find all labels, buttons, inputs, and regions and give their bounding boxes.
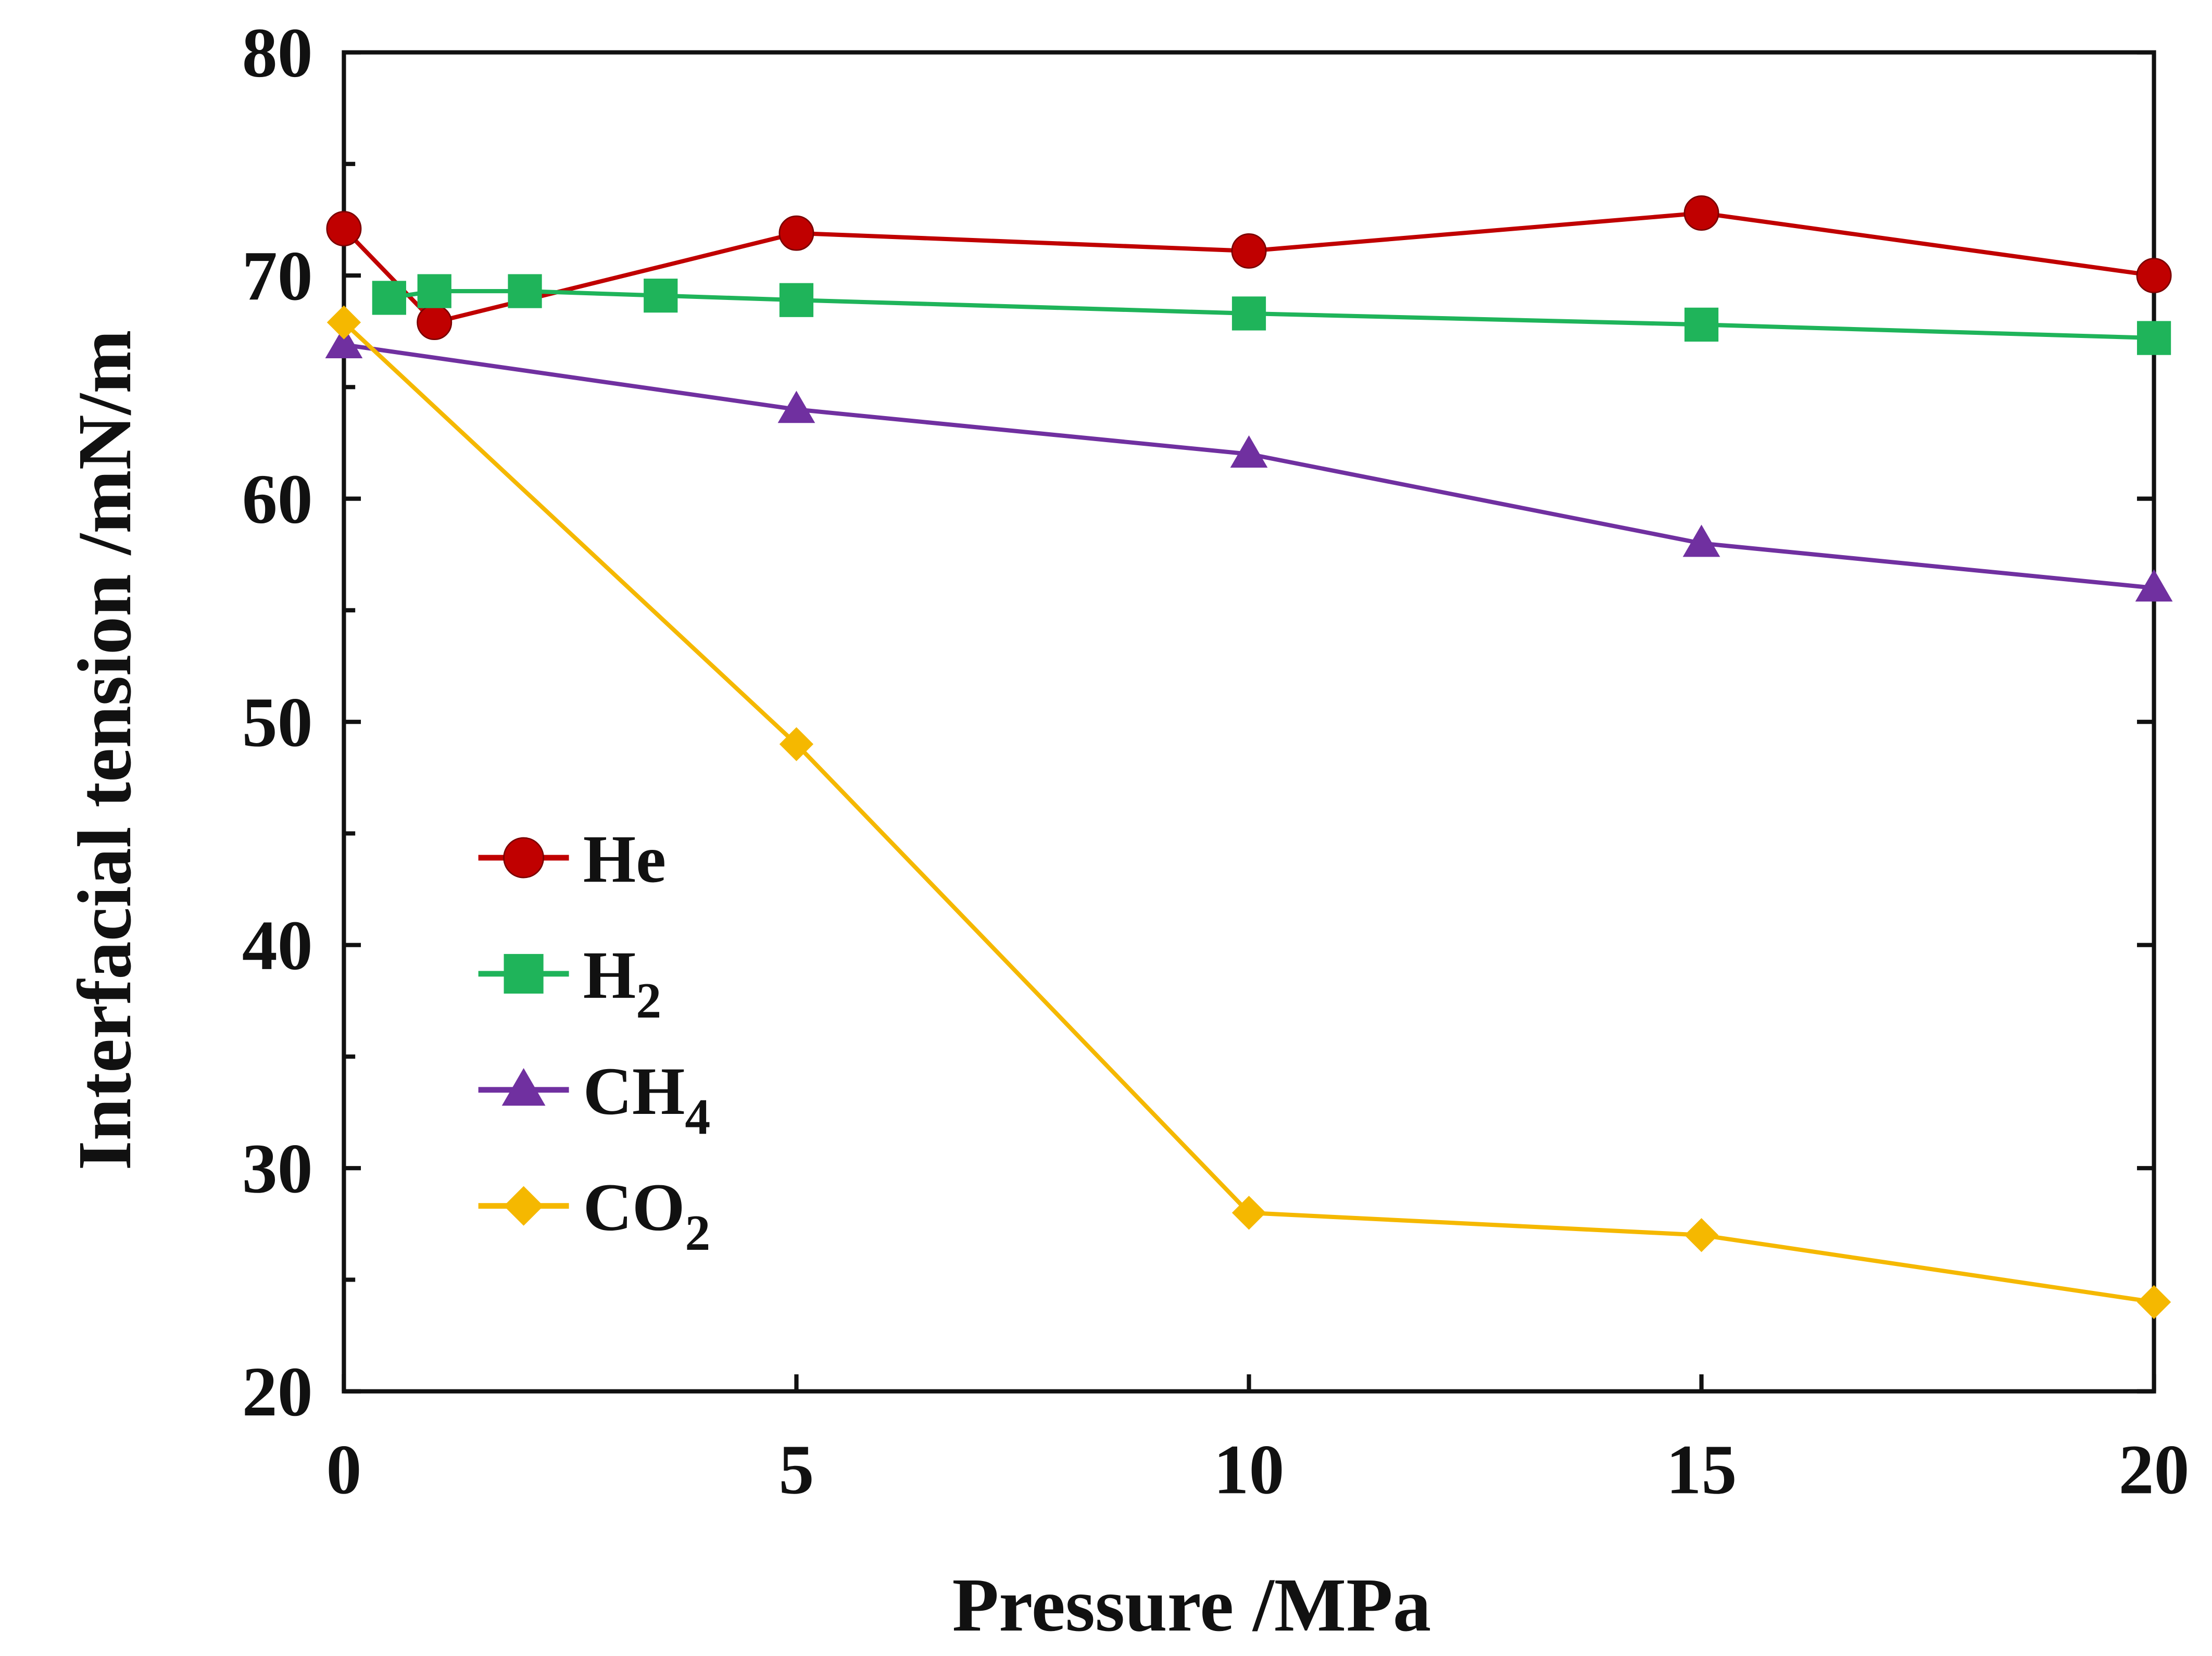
data-point — [325, 326, 363, 359]
legend-marker — [501, 1068, 546, 1106]
legend-label: H2 — [583, 938, 661, 1029]
legend-label: He — [583, 822, 666, 897]
series-h2 — [372, 274, 2171, 355]
y-tick-label: 80 — [242, 14, 313, 92]
legend-marker — [503, 837, 545, 879]
data-point — [2136, 1285, 2171, 1319]
series-ch4 — [325, 326, 2173, 602]
data-point — [372, 281, 406, 315]
legend-marker — [504, 1186, 544, 1226]
series-line — [342, 321, 2155, 1304]
x-tick-label: 10 — [1214, 1431, 1285, 1509]
legend-label: CO2 — [583, 1170, 711, 1261]
data-point — [326, 211, 362, 247]
data-point — [417, 305, 453, 341]
y-tick-label: 20 — [242, 1353, 313, 1431]
legend-label: CH4 — [583, 1054, 711, 1145]
data-point — [779, 283, 814, 317]
data-point — [508, 274, 542, 308]
legend-item: CO2 — [478, 1170, 711, 1261]
legend-item: H2 — [478, 938, 661, 1029]
y-tick-label: 70 — [242, 237, 313, 315]
x-tick-label: 20 — [2119, 1431, 2190, 1509]
legend-item: CH4 — [478, 1054, 711, 1145]
data-point — [777, 391, 815, 423]
data-point — [417, 274, 451, 308]
data-point — [2136, 321, 2171, 355]
legend-item: He — [478, 822, 666, 897]
data-point — [2136, 258, 2172, 294]
data-point — [2135, 569, 2173, 602]
data-point — [1231, 1196, 1266, 1230]
y-tick-label: 40 — [242, 907, 313, 985]
data-point — [644, 279, 678, 313]
data-point — [1682, 524, 1720, 557]
data-point — [1231, 296, 1266, 331]
x-tick-label: 0 — [326, 1431, 361, 1509]
y-tick-label: 60 — [242, 460, 313, 538]
data-point — [1684, 1218, 1719, 1252]
x-axis-label: Pressure /MPa — [952, 1562, 1431, 1647]
y-axis-label: Interfacial tension /mN/m — [62, 330, 147, 1170]
data-point — [778, 215, 814, 251]
y-tick-label: 50 — [242, 683, 313, 761]
x-tick-label: 15 — [1666, 1431, 1737, 1509]
data-point — [1231, 233, 1267, 269]
data-point — [1683, 195, 1719, 231]
data-point — [779, 727, 814, 761]
data-point — [1230, 435, 1268, 468]
legend-marker — [504, 954, 544, 994]
y-tick-label: 30 — [242, 1130, 313, 1208]
x-tick-label: 5 — [779, 1431, 814, 1509]
data-point — [1684, 307, 1719, 342]
